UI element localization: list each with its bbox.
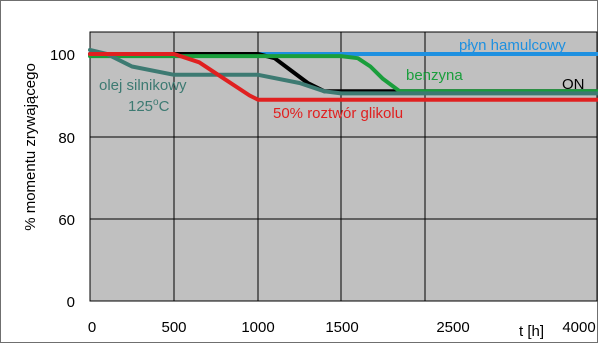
y-tick-label: 60 — [58, 212, 75, 229]
annotation-benzyna: benzyna — [406, 67, 463, 84]
x-tick-label: 1500 — [325, 319, 358, 336]
x-tick-label: 1000 — [241, 319, 274, 336]
x-tick-label: 2500 — [436, 319, 469, 336]
x-axis-label: t [h] — [519, 323, 544, 340]
series-layer — [88, 47, 598, 102]
x-tick-label: 500 — [161, 319, 186, 336]
annotation-roztwor-glikolu: 50% roztwór glikolu — [273, 105, 403, 122]
y-tick-label: 0 — [67, 294, 75, 311]
annotation-olej-silnikowy: olej silnikowy — [99, 77, 187, 94]
annotation-temperature: 125oC — [128, 97, 170, 115]
y-tick-label: 80 — [58, 130, 75, 147]
y-axis-label: % momentu zrywającego — [22, 63, 39, 231]
x-tick-labels: 0 500 1000 1500 2500 4000 — [88, 319, 596, 336]
y-tick-labels: 0 60 80 100 — [50, 47, 75, 311]
annotation-temperature-degree: o — [153, 97, 159, 108]
annotation-temperature-unit: C — [159, 98, 170, 115]
x-tick-label: 0 — [88, 319, 96, 336]
annotation-plyn-hamulcowy: płyn hamulcowy — [459, 37, 566, 54]
annotation-temperature-value: 125 — [128, 98, 153, 115]
x-tick-label: 4000 — [562, 319, 595, 336]
series-line-2 — [88, 54, 598, 94]
series-line-3 — [88, 47, 598, 96]
annotation-on: ON — [562, 76, 585, 93]
y-tick-label: 100 — [50, 47, 75, 64]
series-line-4 — [88, 52, 598, 102]
